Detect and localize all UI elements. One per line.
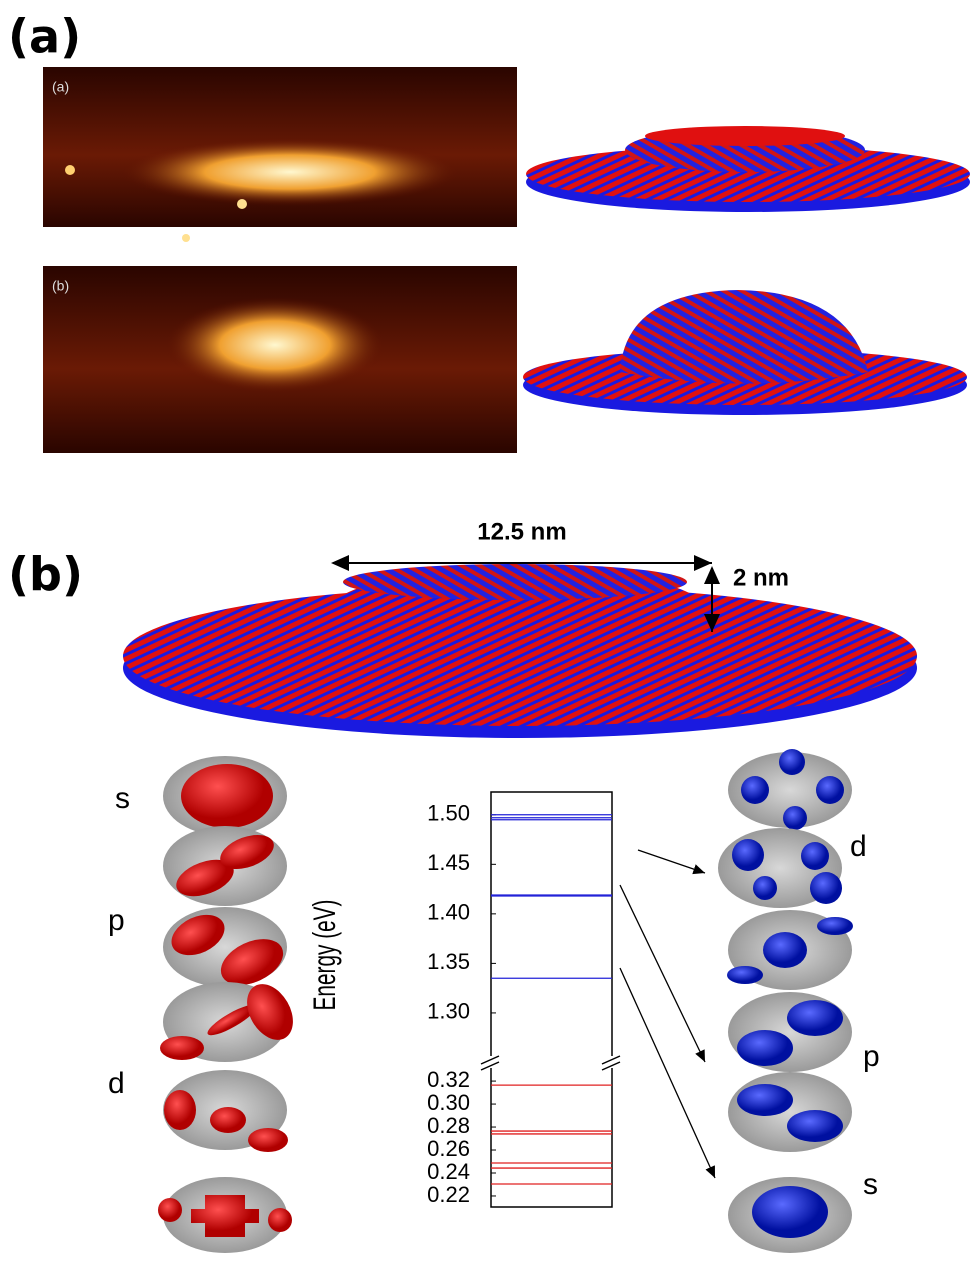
panel-label: (a) xyxy=(8,10,81,64)
orbital-label: p xyxy=(863,1040,880,1073)
y-tick-label: 0.22 xyxy=(427,1182,470,1207)
y-tick-label: 0.32 xyxy=(427,1067,470,1092)
orbital-label: d xyxy=(850,830,867,863)
y-tick-label: 0.30 xyxy=(427,1090,470,1115)
orbital-label: s xyxy=(115,782,130,815)
panel-label: (b) xyxy=(8,548,83,602)
image-label: (a) xyxy=(52,79,69,95)
stm-image: (a) xyxy=(43,67,517,242)
orbital-label: d xyxy=(108,1067,125,1100)
y-tick-label: 1.50 xyxy=(427,801,470,826)
y-tick-label: 1.35 xyxy=(427,949,470,974)
pointer-arrows xyxy=(620,850,715,1178)
atom-model xyxy=(123,564,917,738)
plot-frame xyxy=(481,792,620,1207)
y-tick-label: 1.40 xyxy=(427,900,470,925)
atom-model xyxy=(523,290,967,415)
y-tick-label: 1.45 xyxy=(427,850,470,875)
y-tick-label: 0.24 xyxy=(427,1159,470,1184)
y-tick-label: 0.26 xyxy=(427,1136,470,1161)
orbitals-left xyxy=(158,756,302,1253)
orbital-label: s xyxy=(863,1168,878,1201)
dimension-label: 12.5 nm xyxy=(477,518,566,545)
y-tick-label: 0.28 xyxy=(427,1113,470,1138)
dimension-label: 2 nm xyxy=(733,564,789,591)
image-label: (b) xyxy=(52,278,69,294)
atom-model xyxy=(526,126,970,212)
figure: (a) (b) (a) (b) 12.5 nm 2 nm xyxy=(0,0,971,1256)
orbital-label: p xyxy=(108,904,125,937)
orbitals-right xyxy=(718,749,853,1253)
stm-image: (b) xyxy=(43,266,517,453)
y-axis-label: Energy (eV) xyxy=(307,900,342,1011)
y-tick-label: 1.30 xyxy=(427,999,470,1024)
